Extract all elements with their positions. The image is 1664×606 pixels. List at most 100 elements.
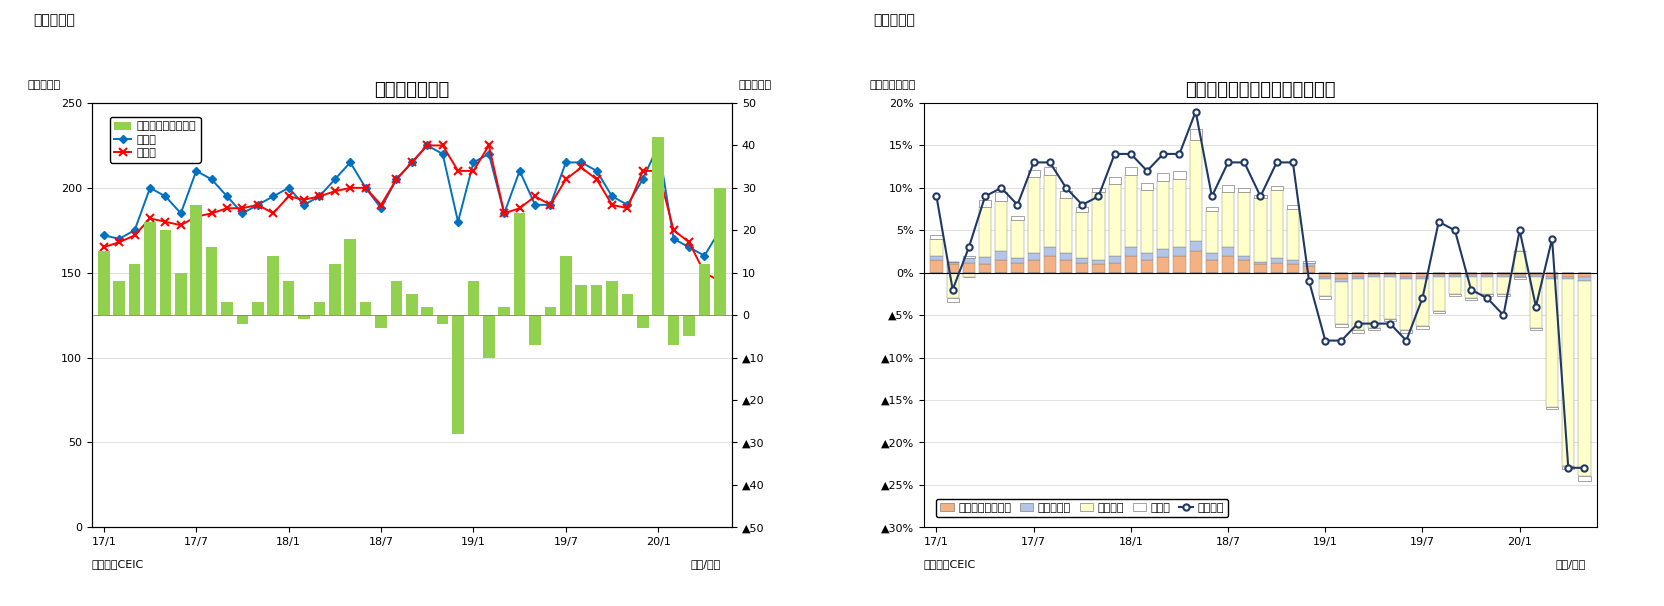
Bar [1060, 253, 1072, 260]
Bar [1221, 247, 1235, 256]
Bar [1125, 175, 1137, 247]
Text: （年/月）: （年/月） [691, 559, 721, 568]
Bar [1399, 273, 1413, 277]
Bar [1464, 277, 1478, 298]
Bar [1336, 273, 1348, 279]
Bar [1142, 253, 1153, 260]
Bar [1028, 260, 1040, 273]
Bar [1449, 275, 1461, 277]
Bar [1433, 277, 1444, 311]
Bar [591, 285, 602, 315]
Bar [1271, 190, 1283, 258]
Bar [1221, 192, 1235, 247]
Legend: 農産物・同加工品, 鉱物・燃料, 工業製品, その他, 輸出全体: 農産物・同加工品, 鉱物・燃料, 工業製品, その他, 輸出全体 [935, 499, 1228, 518]
Bar [1286, 260, 1300, 264]
Bar [1368, 275, 1379, 277]
Bar [622, 294, 634, 315]
Bar [1399, 279, 1413, 330]
Bar [1562, 466, 1574, 468]
Bar [947, 298, 958, 302]
Bar [930, 235, 942, 239]
Bar [1043, 167, 1057, 175]
Text: （億ドル）: （億ドル） [739, 80, 772, 90]
Bar [995, 201, 1007, 251]
Bar [438, 315, 448, 324]
Bar [1156, 173, 1170, 181]
Bar [1384, 273, 1396, 275]
Bar [1546, 279, 1558, 407]
Bar [1108, 177, 1122, 184]
Bar [453, 315, 464, 434]
Bar [1238, 188, 1250, 192]
Bar [1077, 211, 1088, 258]
Bar [1028, 253, 1040, 260]
Bar [1481, 294, 1493, 296]
Bar [684, 315, 696, 336]
Bar [221, 302, 233, 315]
Bar [1125, 167, 1137, 175]
Bar [1320, 279, 1331, 296]
Bar [1498, 294, 1509, 296]
Bar [1562, 273, 1574, 277]
Bar [1368, 328, 1379, 330]
Bar [1384, 277, 1396, 319]
Bar [1320, 277, 1331, 279]
Bar [298, 315, 310, 319]
Bar [978, 258, 992, 264]
Bar [1108, 256, 1122, 262]
Bar [1416, 279, 1429, 326]
Bar [499, 307, 509, 315]
Bar [1092, 192, 1105, 260]
Bar [1060, 260, 1072, 273]
Bar [1514, 277, 1526, 279]
Bar [1092, 188, 1105, 192]
Bar [1579, 273, 1591, 277]
Bar [1060, 191, 1072, 198]
Bar [1562, 279, 1574, 466]
Bar [667, 315, 679, 345]
Bar [1498, 275, 1509, 277]
Bar [1012, 262, 1023, 273]
Bar [1206, 253, 1218, 260]
Bar [1125, 247, 1137, 256]
Bar [1320, 296, 1331, 299]
Bar [1206, 211, 1218, 253]
Bar [1368, 273, 1379, 275]
Bar [359, 302, 371, 315]
Bar [1173, 256, 1185, 273]
Bar [1449, 277, 1461, 294]
Bar [344, 239, 356, 315]
Bar [1156, 181, 1170, 249]
Bar [1351, 273, 1364, 277]
Bar [1464, 275, 1478, 277]
Bar [1190, 251, 1201, 273]
Bar [1303, 261, 1315, 264]
Bar [1546, 407, 1558, 409]
Bar [1043, 175, 1057, 247]
Bar [963, 256, 975, 258]
Bar [1043, 256, 1057, 273]
Text: （資料）CEIC: （資料）CEIC [92, 559, 143, 568]
Bar [1173, 247, 1185, 256]
Bar [1481, 277, 1493, 294]
Bar [514, 213, 526, 315]
Bar [1351, 279, 1364, 330]
Bar [329, 264, 341, 315]
Bar [145, 222, 156, 315]
Bar [963, 262, 975, 273]
Bar [1529, 273, 1543, 275]
Bar [1028, 170, 1040, 177]
Bar [1190, 241, 1201, 251]
Bar [1546, 273, 1558, 277]
Bar [1320, 273, 1331, 277]
Bar [1221, 256, 1235, 273]
Bar [529, 315, 541, 345]
Bar [1190, 139, 1201, 241]
Bar [1351, 277, 1364, 279]
Bar [978, 200, 992, 207]
Bar [1206, 260, 1218, 273]
Bar [1012, 220, 1023, 258]
Bar [1255, 264, 1266, 273]
Bar [995, 192, 1007, 201]
Bar [1336, 282, 1348, 324]
